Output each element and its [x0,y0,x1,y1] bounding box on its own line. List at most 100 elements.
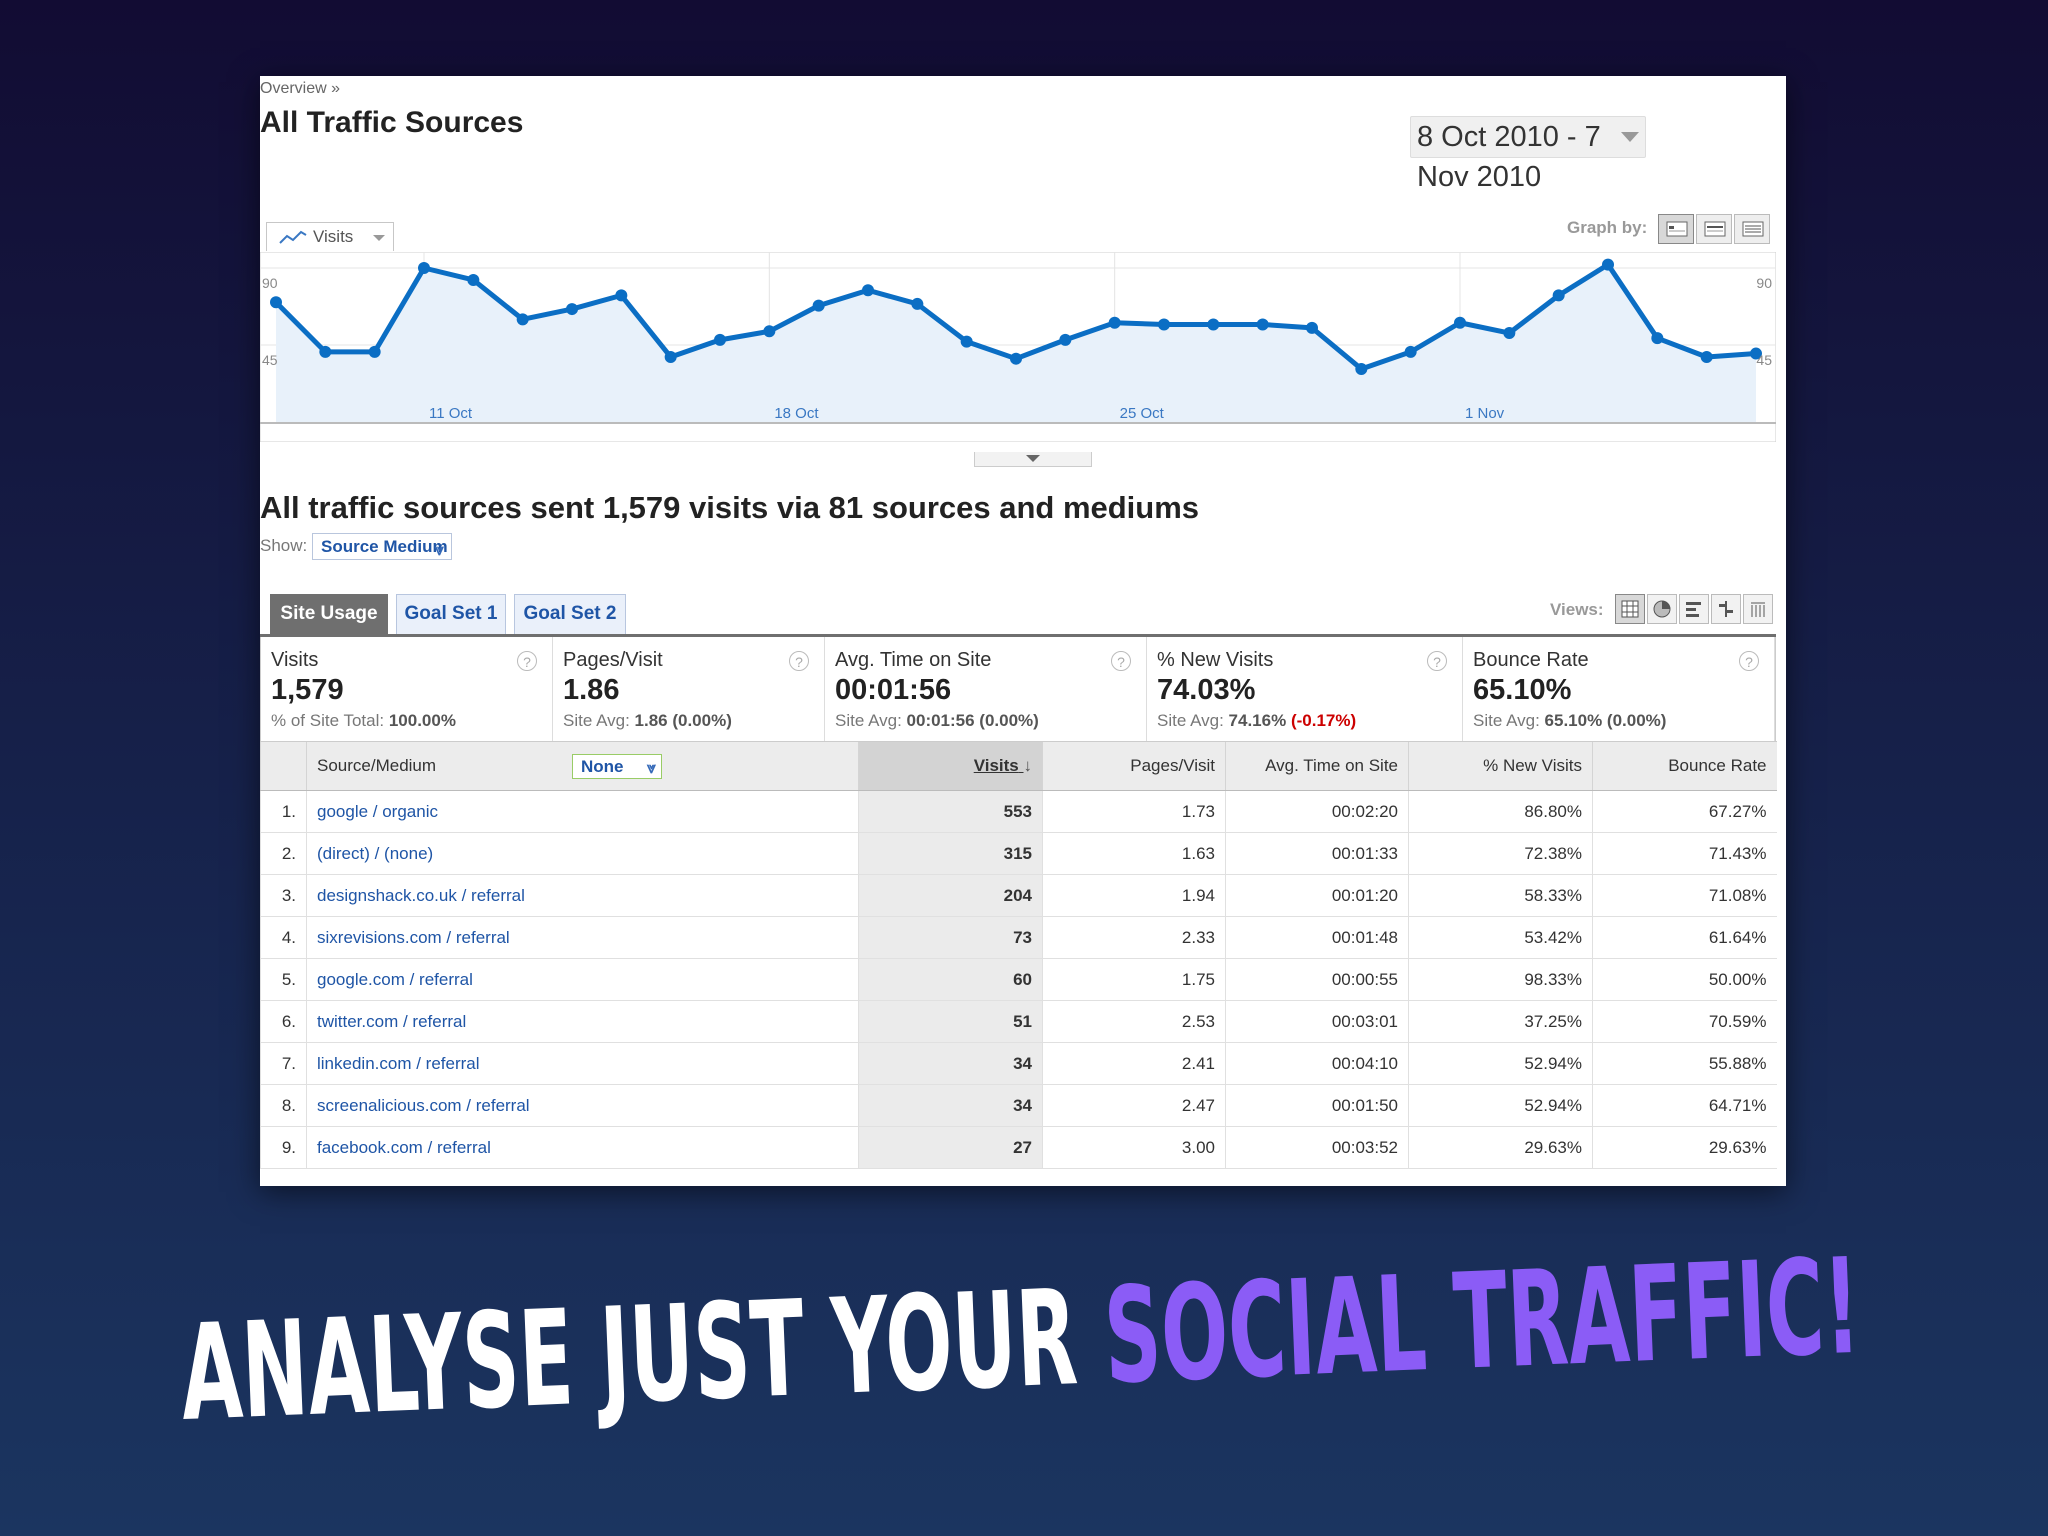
view-performance-button[interactable] [1679,594,1709,624]
dimension-select[interactable]: Source Medium ⩔ [312,533,452,560]
row-number: 9. [260,1126,307,1169]
avg-time-cell: 00:02:20 [1225,790,1409,833]
pages-visit-cell: 1.75 [1042,958,1226,1001]
chart-point [1503,327,1516,340]
graph-by-label: Graph by: [1567,218,1648,237]
row-number: 5. [260,958,307,1001]
column-header-pages-visit[interactable]: Pages/Visit [1042,741,1226,791]
double-chevron-down-icon: ⩔ [434,542,444,559]
chart-point [319,345,332,358]
chart-point [1602,258,1614,271]
scorecard-title: Pages/Visit [563,649,663,671]
chart-y-tick-label-right: 45 [1756,352,1772,368]
calendar-month-icon [1742,221,1764,237]
view-table-button[interactable] [1615,594,1645,624]
chart-point [467,273,480,286]
help-icon[interactable]: ? [517,651,537,671]
column-header-bounce-rate[interactable]: Bounce Rate [1592,741,1777,791]
chart-point [1158,318,1170,331]
source-medium-link[interactable]: linkedin.com / referral [306,1042,859,1085]
source-medium-link[interactable]: screenalicious.com / referral [306,1084,859,1127]
scorecard-footer-label: Site Avg: [1473,711,1540,730]
column-header-new-visits[interactable]: % New Visits [1408,741,1593,791]
new-visits-cell: 52.94% [1408,1042,1593,1085]
scorecard-new-visits: % New Visits 74.03% Site Avg: 74.16% (-0.1… [1147,637,1463,741]
secondary-dimension-select[interactable]: None ⩔ [572,754,662,779]
avg-time-cell: 00:01:33 [1225,832,1409,875]
breadcrumb[interactable]: Overview » [260,80,341,97]
scorecard-footer: Site Avg: 74.16% (-0.17%) [1157,711,1462,731]
view-comparison-button[interactable] [1711,594,1741,624]
graph-by-day-button[interactable] [1658,214,1694,244]
visits-cell: 315 [858,832,1043,875]
chart-point [1700,350,1713,363]
summary-heading: All traffic sources sent 1,579 visits vi… [260,490,1200,525]
scorecard-pages-visit: Pages/Visit 1.86 Site Avg: 1.86 (0.00%) ? [553,637,825,741]
chart-y-tick-label-left: 45 [262,352,278,368]
help-icon[interactable]: ? [1739,651,1759,671]
scorecard-footer-delta: (-0.17%) [1290,711,1357,730]
source-medium-link[interactable]: google.com / referral [306,958,859,1001]
source-medium-link[interactable]: google / organic [306,790,859,833]
chart-point [862,284,874,297]
column-header-source-medium[interactable]: Source/Medium None ⩔ [306,741,859,791]
chart-collapse-toggle[interactable] [974,452,1092,467]
graph-by-week-button[interactable] [1696,214,1732,244]
bar-list-icon [1686,602,1701,617]
chart-x-tick-label: 1 Nov [1465,405,1505,422]
scorecard-footer: Site Avg: 65.10% (0.00%) [1473,711,1774,731]
source-medium-link[interactable]: facebook.com / referral [306,1126,859,1169]
scorecard-footer-label: Site Avg: [563,711,630,730]
date-range-label: 8 Oct 2010 - 7 Nov 2010 [1417,121,1601,193]
help-icon[interactable]: ? [1111,651,1131,671]
scorecard-visits: Visits 1,579 % of Site Total: 100.00% ? [261,637,553,741]
scorecard-footer: % of Site Total: 100.00% [271,711,552,731]
new-visits-cell: 98.33% [1408,958,1593,1001]
bounce-rate-cell: 55.88% [1592,1042,1777,1085]
source-medium-link[interactable]: (direct) / (none) [306,832,859,875]
column-header-visits[interactable]: Visits ↓ [858,741,1043,791]
scorecard-footer-value: 74.16% [1228,711,1287,730]
pages-visit-cell: 1.94 [1042,874,1226,917]
tab-goal-set-2[interactable]: Goal Set 2 [514,594,626,634]
scorecard-bounce-rate: Bounce Rate 65.10% Site Avg: 65.10% (0.00%… [1463,637,1775,741]
scorecard-footer-label: Site Avg: [1157,711,1224,730]
view-pie-button[interactable] [1647,594,1677,624]
graph-by-month-button[interactable] [1734,214,1770,244]
row-number: 7. [260,1042,307,1085]
chart-point [1010,352,1022,365]
date-range-picker[interactable]: 8 Oct 2010 - 7 Nov 2010 [1410,116,1646,193]
scorecard-value: 1,579 [271,674,344,706]
row-number: 1. [260,790,307,833]
tab-site-usage[interactable]: Site Usage [270,594,388,634]
row-number: 2. [260,832,307,875]
column-header-avg-time[interactable]: Avg. Time on Site [1225,741,1409,791]
scorecard-avg-time: Avg. Time on Site 00:01:56 Site Avg: 00:01… [825,637,1147,741]
graph-metric-selector[interactable]: Visits [266,222,394,251]
comparison-icon [1719,601,1733,617]
chart-point [960,335,973,348]
scorecard-footer: Site Avg: 00:01:56 (0.00%) [835,711,1146,731]
line-chart-icon [279,230,307,244]
bounce-rate-cell: 67.27% [1592,790,1777,833]
column-header-label: Visits [973,756,1019,775]
row-number: 4. [260,916,307,959]
visits-cell: 51 [858,1000,1043,1043]
visits-cell: 553 [858,790,1043,833]
chevron-down-icon [1026,455,1040,462]
scorecard-value: 1.86 [563,674,620,706]
source-medium-link[interactable]: designshack.co.uk / referral [306,874,859,917]
chart-area [276,264,1756,422]
scorecard-value: 00:01:56 [835,674,952,706]
help-icon[interactable]: ? [789,651,809,671]
bounce-rate-cell: 71.43% [1592,832,1777,875]
chart-y-tick-label-left: 90 [262,275,278,291]
visits-cell: 34 [858,1042,1043,1085]
tab-goal-set-1[interactable]: Goal Set 1 [396,594,506,634]
page-title: All Traffic Sources [260,106,524,139]
chart-point [911,297,924,310]
source-medium-link[interactable]: twitter.com / referral [306,1000,859,1043]
help-icon[interactable]: ? [1427,651,1447,671]
view-pivot-button[interactable] [1743,594,1773,624]
source-medium-link[interactable]: sixrevisions.com / referral [306,916,859,959]
